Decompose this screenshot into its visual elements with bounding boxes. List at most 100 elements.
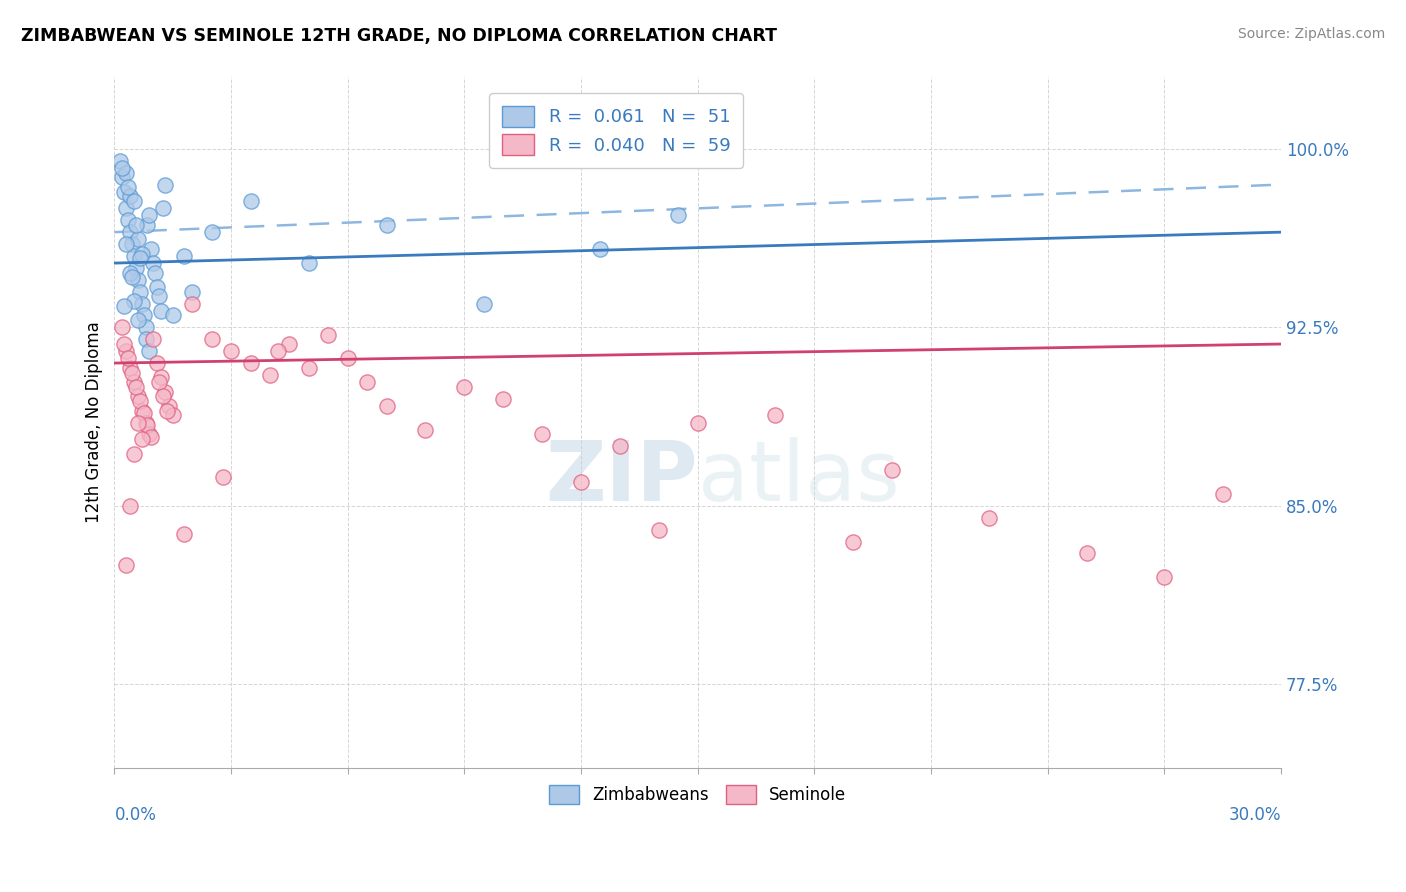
Point	[142, 332, 165, 346]
Point	[375, 399, 398, 413]
Point	[156, 403, 179, 417]
Point	[131, 403, 153, 417]
Point	[121, 237, 143, 252]
Point	[146, 280, 169, 294]
Point	[278, 337, 301, 351]
Point	[148, 289, 170, 303]
Point	[110, 153, 132, 168]
Point	[173, 249, 195, 263]
Point	[112, 185, 135, 199]
Point	[492, 392, 515, 406]
Point	[162, 409, 184, 423]
Point	[132, 309, 155, 323]
Point	[882, 463, 904, 477]
Point	[356, 375, 378, 389]
Text: atlas: atlas	[697, 437, 900, 518]
Y-axis label: 12th Grade, No Diploma: 12th Grade, No Diploma	[86, 322, 103, 524]
Point	[765, 409, 787, 423]
Point	[219, 344, 242, 359]
Point	[415, 423, 437, 437]
Point	[141, 242, 163, 256]
Point	[316, 327, 339, 342]
Legend: Zimbabweans, Seminole: Zimbabweans, Seminole	[543, 779, 853, 811]
Point	[453, 380, 475, 394]
Point	[298, 360, 321, 375]
Point	[121, 366, 143, 380]
Point	[1153, 570, 1175, 584]
Point	[136, 417, 159, 432]
Point	[648, 523, 671, 537]
Point	[118, 189, 141, 203]
Point	[842, 534, 865, 549]
Point	[1076, 546, 1098, 560]
Point	[153, 178, 176, 192]
Point	[111, 320, 134, 334]
Point	[115, 344, 138, 359]
Point	[125, 260, 148, 275]
Point	[1212, 487, 1234, 501]
Text: ZIP: ZIP	[546, 437, 697, 518]
Point	[589, 242, 612, 256]
Point	[112, 299, 135, 313]
Point	[122, 294, 145, 309]
Point	[115, 166, 138, 180]
Point	[131, 432, 153, 446]
Point	[122, 375, 145, 389]
Point	[142, 256, 165, 270]
Point	[117, 213, 139, 227]
Point	[118, 360, 141, 375]
Point	[132, 406, 155, 420]
Point	[122, 446, 145, 460]
Point	[138, 427, 160, 442]
Point	[118, 225, 141, 239]
Point	[118, 499, 141, 513]
Point	[201, 225, 224, 239]
Point	[686, 416, 709, 430]
Point	[150, 303, 173, 318]
Point	[181, 285, 204, 299]
Text: 0.0%: 0.0%	[114, 805, 156, 823]
Point	[121, 270, 143, 285]
Point	[162, 309, 184, 323]
Point	[173, 527, 195, 541]
Point	[239, 356, 262, 370]
Point	[150, 370, 173, 384]
Point	[143, 266, 166, 280]
Point	[128, 252, 150, 266]
Point	[298, 256, 321, 270]
Point	[136, 218, 159, 232]
Point	[153, 384, 176, 399]
Point	[336, 351, 359, 366]
Text: ZIMBABWEAN VS SEMINOLE 12TH GRADE, NO DIPLOMA CORRELATION CHART: ZIMBABWEAN VS SEMINOLE 12TH GRADE, NO DI…	[21, 27, 778, 45]
Text: 30.0%: 30.0%	[1229, 805, 1281, 823]
Point	[134, 416, 156, 430]
Point	[375, 218, 398, 232]
Point	[118, 266, 141, 280]
Point	[134, 332, 156, 346]
Point	[531, 427, 554, 442]
Point	[212, 470, 235, 484]
Point	[127, 232, 149, 246]
Point	[115, 237, 138, 252]
Point	[157, 399, 180, 413]
Point	[117, 180, 139, 194]
Point	[201, 332, 224, 346]
Point	[111, 161, 134, 175]
Point	[122, 249, 145, 263]
Point	[181, 296, 204, 310]
Point	[138, 209, 160, 223]
Point	[111, 170, 134, 185]
Point	[131, 296, 153, 310]
Point	[134, 320, 156, 334]
Point	[127, 273, 149, 287]
Point	[127, 389, 149, 403]
Point	[138, 344, 160, 359]
Point	[472, 296, 495, 310]
Point	[666, 209, 689, 223]
Point	[127, 416, 149, 430]
Point	[122, 194, 145, 209]
Point	[152, 202, 174, 216]
Point	[128, 285, 150, 299]
Point	[259, 368, 281, 382]
Point	[125, 380, 148, 394]
